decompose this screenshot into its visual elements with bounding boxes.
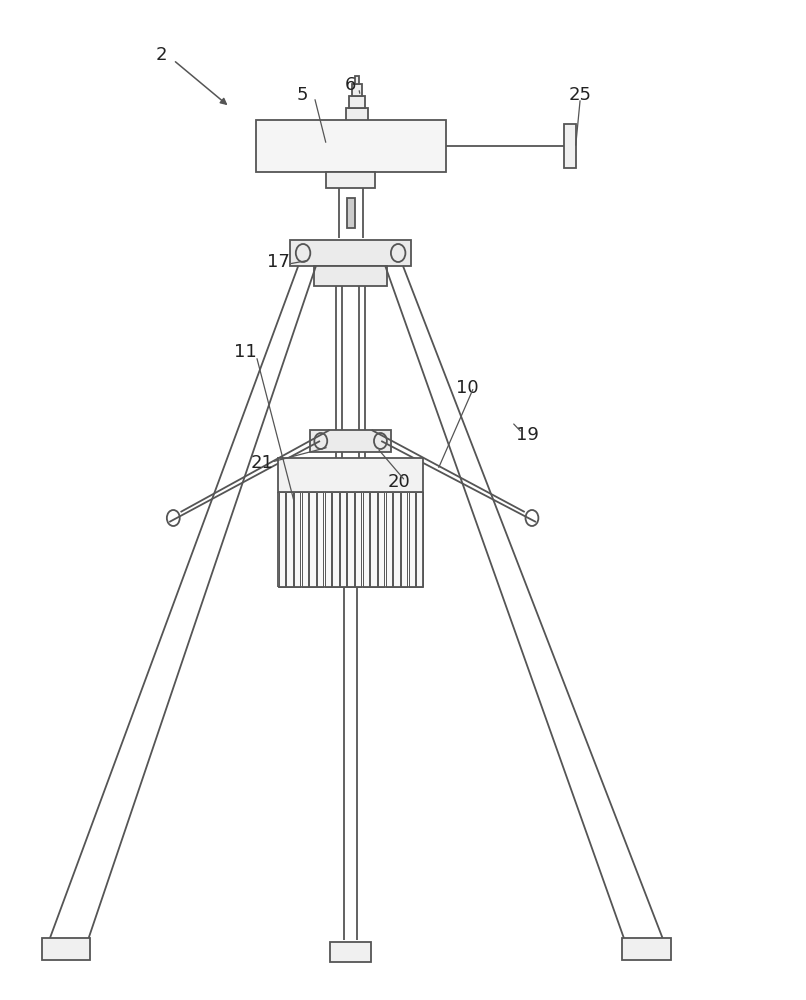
FancyBboxPatch shape (352, 84, 362, 96)
FancyBboxPatch shape (622, 938, 671, 960)
FancyBboxPatch shape (286, 492, 293, 587)
FancyBboxPatch shape (349, 96, 365, 108)
FancyBboxPatch shape (347, 492, 354, 587)
FancyBboxPatch shape (393, 492, 400, 587)
FancyBboxPatch shape (317, 492, 323, 587)
FancyBboxPatch shape (385, 492, 392, 587)
FancyBboxPatch shape (301, 492, 308, 587)
FancyBboxPatch shape (355, 492, 361, 587)
FancyBboxPatch shape (332, 492, 339, 587)
FancyBboxPatch shape (330, 942, 371, 962)
FancyBboxPatch shape (326, 172, 375, 188)
FancyBboxPatch shape (42, 938, 90, 960)
FancyBboxPatch shape (378, 492, 384, 587)
FancyBboxPatch shape (310, 492, 316, 587)
FancyBboxPatch shape (564, 124, 576, 168)
FancyBboxPatch shape (340, 492, 346, 587)
FancyBboxPatch shape (416, 492, 422, 587)
Text: 20: 20 (388, 473, 410, 491)
FancyBboxPatch shape (409, 492, 415, 587)
FancyBboxPatch shape (278, 458, 423, 492)
Text: 17: 17 (267, 253, 289, 271)
FancyBboxPatch shape (325, 492, 331, 587)
FancyBboxPatch shape (290, 240, 411, 266)
Text: 11: 11 (235, 343, 257, 361)
FancyBboxPatch shape (346, 108, 368, 122)
FancyBboxPatch shape (401, 492, 407, 587)
FancyBboxPatch shape (279, 492, 285, 587)
FancyBboxPatch shape (355, 76, 359, 84)
FancyBboxPatch shape (256, 120, 446, 172)
Text: 19: 19 (517, 426, 539, 444)
Text: 25: 25 (569, 86, 592, 104)
Text: 6: 6 (345, 76, 356, 94)
Text: 2: 2 (156, 46, 167, 64)
FancyBboxPatch shape (363, 492, 369, 587)
FancyBboxPatch shape (310, 430, 391, 452)
Text: 5: 5 (297, 86, 308, 104)
FancyBboxPatch shape (347, 198, 355, 228)
Text: 21: 21 (251, 454, 273, 472)
FancyBboxPatch shape (370, 492, 376, 587)
FancyBboxPatch shape (294, 492, 301, 587)
Text: 10: 10 (456, 379, 479, 397)
FancyBboxPatch shape (314, 266, 387, 286)
FancyBboxPatch shape (347, 460, 355, 478)
